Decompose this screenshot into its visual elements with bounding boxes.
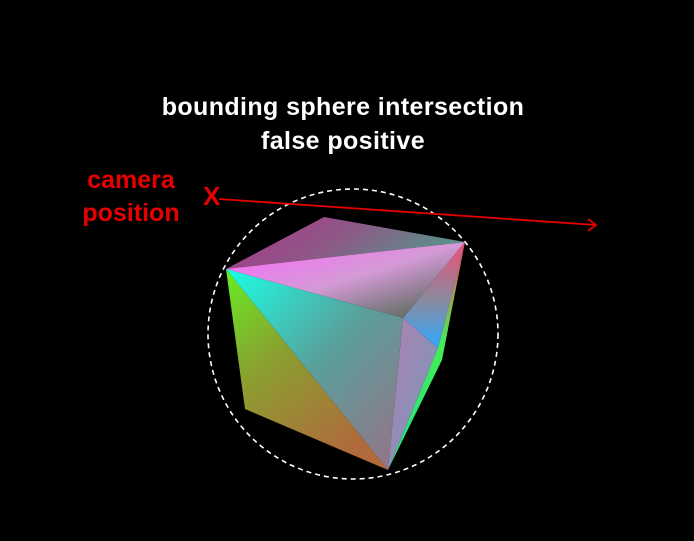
diagram-title: bounding sphere intersection false posit… [0, 90, 690, 158]
ray-arrowhead [587, 218, 598, 232]
ray-line [218, 198, 597, 226]
cube-front-lower-triangle [226, 269, 388, 470]
cube-front-upper-triangle [226, 269, 403, 470]
camera-marker: X [203, 181, 221, 211]
camera-label-line-1: camera [87, 166, 175, 194]
cube-mesh [226, 217, 465, 470]
cube-right-upper-triangle [403, 242, 465, 348]
camera-position-label: camera position [56, 164, 206, 230]
camera-ray [218, 198, 598, 232]
cube-top-face [226, 217, 465, 269]
cube-top-triangle [226, 242, 465, 318]
bounding-sphere-outline [207, 188, 499, 480]
title-line-1: bounding sphere intersection [161, 93, 525, 121]
camera-label-line-2: position [82, 199, 180, 227]
cube-right-lower-triangle [388, 318, 438, 470]
title-line-2: false positive [261, 127, 425, 155]
